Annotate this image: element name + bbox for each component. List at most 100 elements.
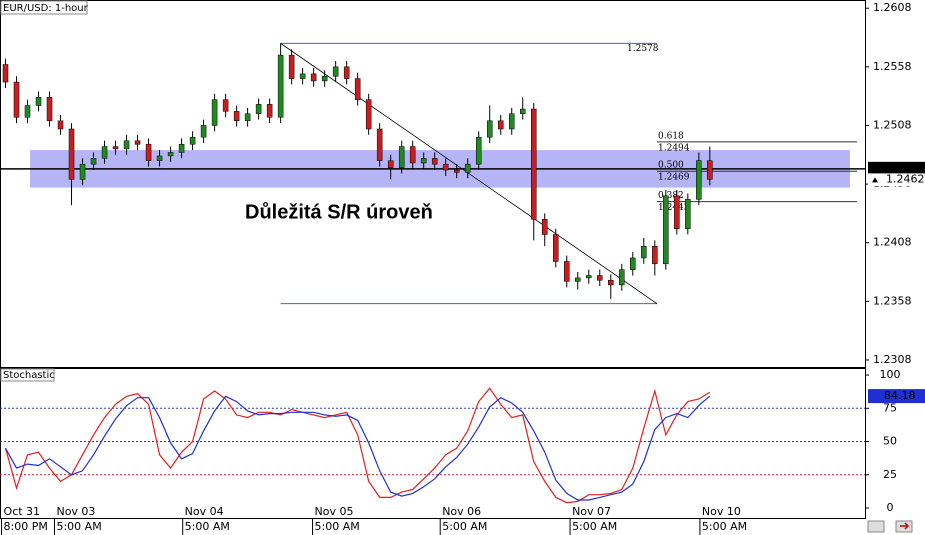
stoch-value-label: 84.18 — [884, 389, 916, 402]
candle-body — [57, 120, 64, 130]
x-tick-date: Nov 06 — [442, 505, 481, 518]
candle-body — [13, 81, 20, 118]
trend-line — [280, 43, 658, 305]
scroll-icon[interactable] — [867, 520, 885, 533]
x-tick-date: Oct 31 — [4, 505, 41, 518]
fib-price: 1.2494 — [658, 143, 690, 153]
candle-body — [244, 113, 251, 122]
candle-body — [332, 66, 339, 77]
candle-body — [222, 99, 229, 112]
candle-body — [156, 155, 163, 161]
candle-body — [68, 128, 75, 180]
stoch-line — [4, 387, 711, 504]
fib-price: 1.2469 — [658, 173, 690, 183]
candle-body — [35, 97, 42, 106]
candle-body — [46, 97, 53, 122]
y-tick-label: 1.2308 — [873, 353, 912, 366]
y-tick-label: 50 — [883, 435, 897, 448]
arrow-icon — [900, 522, 910, 530]
candle-body — [189, 136, 196, 145]
y-tick-label: 75 — [883, 401, 897, 414]
x-tick-time: 5:00 AM — [702, 520, 747, 533]
candle-body — [101, 146, 108, 159]
candle-body — [255, 104, 262, 114]
panel-title: EUR/USD: 1-hour — [3, 3, 89, 14]
candle-body — [575, 277, 581, 282]
candle-body — [376, 128, 383, 161]
y-tick-label: 25 — [883, 468, 897, 481]
candle-body — [145, 143, 152, 161]
candle-body — [685, 199, 691, 229]
candle-body — [420, 158, 427, 164]
candle-body — [343, 66, 350, 79]
x-tick-time: 5:00 AM — [442, 520, 487, 533]
candle-body — [508, 113, 515, 130]
y-tick-label: 0 — [887, 501, 894, 514]
fib-high-label: 1.2578 — [627, 44, 659, 54]
last-price-box — [868, 173, 925, 187]
candle-body — [497, 120, 504, 130]
stoch-value-box — [868, 389, 925, 404]
candle-body — [663, 195, 669, 265]
candle-body — [288, 54, 295, 79]
candle-body — [464, 163, 471, 173]
y-tick-label: 1.2358 — [873, 294, 912, 307]
title-box — [0, 368, 55, 382]
candle-body — [630, 257, 636, 270]
candle-body — [696, 160, 702, 200]
candle-body — [641, 245, 647, 259]
candle-body — [2, 64, 9, 83]
price-box — [868, 161, 925, 176]
candle-body — [277, 54, 284, 118]
x-tick-date: Nov 07 — [572, 505, 611, 518]
candle-body — [409, 146, 416, 164]
stochastic-panel — [0, 368, 866, 519]
x-tick-time: 5:00 AM — [56, 520, 101, 533]
candle-body — [652, 245, 658, 265]
last-price-marker — [872, 177, 878, 183]
candle-body — [608, 279, 614, 286]
candle-body — [707, 160, 713, 180]
candle-body — [586, 275, 592, 279]
last-price-label: 1.2462 — [886, 172, 925, 185]
fib-price: 1.2443 — [658, 203, 690, 213]
candle-body — [233, 111, 240, 122]
candle-body — [134, 140, 141, 145]
candle-body — [597, 275, 603, 281]
x-tick-time: 8:00 PM — [4, 520, 48, 533]
price-box-label: 1.2471 — [886, 162, 925, 175]
y-tick-label: 1.2558 — [873, 60, 912, 73]
y-tick-label: 1.2608 — [873, 1, 912, 14]
fib-ratio: 0.618 — [658, 131, 684, 141]
fib-ratio: 0.382 — [658, 191, 684, 201]
candle-body — [354, 78, 361, 100]
stoch-line — [4, 395, 711, 501]
candle-body — [123, 140, 130, 150]
candle-body — [112, 146, 119, 150]
x-tick-date: Nov 03 — [56, 505, 95, 518]
candle-body — [266, 104, 273, 118]
title-box — [0, 0, 88, 15]
candle-body — [167, 152, 174, 157]
candle-body — [321, 75, 328, 82]
x-tick-time: 5:00 AM — [185, 520, 230, 533]
candle-body — [619, 269, 625, 286]
candle-body — [398, 146, 405, 168]
candle-body — [519, 108, 526, 114]
x-tick-date: Nov 10 — [702, 505, 741, 518]
panel-title: Stochastic — [3, 370, 55, 381]
candle-body — [79, 163, 86, 180]
candle-body — [442, 163, 449, 171]
candle-body — [211, 99, 218, 126]
x-tick-date: Nov 05 — [315, 505, 354, 518]
sr-label: Důležitá S/R úroveň — [245, 201, 433, 223]
candle-body — [553, 234, 559, 262]
x-tick-time: 5:00 AM — [315, 520, 360, 533]
candle-body — [387, 160, 394, 168]
y-tick-label: 100 — [880, 368, 901, 381]
candle-body — [530, 108, 537, 220]
candle-body — [90, 158, 97, 165]
candle-body — [475, 136, 482, 165]
